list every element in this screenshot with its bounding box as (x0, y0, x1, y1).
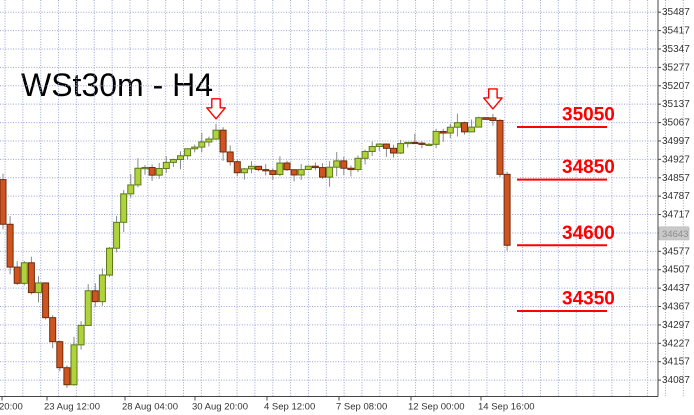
svg-text:28 Aug 04:00: 28 Aug 04:00 (122, 402, 178, 413)
svg-text:35207: 35207 (662, 81, 690, 92)
svg-text:34437: 34437 (662, 283, 690, 294)
svg-text:34227: 34227 (662, 338, 690, 349)
svg-text:34927: 34927 (662, 154, 690, 165)
svg-text:35050: 35050 (562, 105, 615, 126)
svg-text:30 Aug 20:00: 30 Aug 20:00 (192, 402, 248, 413)
svg-text:34717: 34717 (662, 210, 690, 221)
svg-text:34507: 34507 (662, 265, 690, 276)
svg-text:12 Sep 00:00: 12 Sep 00:00 (408, 402, 465, 413)
svg-text:14 Sep 16:00: 14 Sep 16:00 (478, 402, 535, 413)
svg-text:34087: 34087 (662, 375, 690, 386)
svg-text:34297: 34297 (662, 320, 690, 331)
svg-text:34857: 34857 (662, 173, 690, 184)
svg-text:34787: 34787 (662, 191, 690, 202)
svg-text:34350: 34350 (562, 288, 615, 309)
svg-text:34850: 34850 (562, 157, 615, 178)
svg-text:35067: 35067 (662, 118, 690, 129)
svg-text:34600: 34600 (562, 223, 615, 244)
svg-text:4 Sep 12:00: 4 Sep 12:00 (264, 402, 315, 413)
svg-text:35277: 35277 (662, 62, 690, 73)
svg-text:20:00: 20:00 (0, 402, 23, 413)
svg-text:35347: 35347 (662, 44, 690, 55)
svg-text:35417: 35417 (662, 26, 690, 37)
svg-text:34157: 34157 (662, 357, 690, 368)
svg-text:34577: 34577 (662, 246, 690, 257)
svg-text:34643: 34643 (662, 229, 688, 240)
svg-text:7 Sep 08:00: 7 Sep 08:00 (336, 402, 387, 413)
svg-text:35137: 35137 (662, 99, 690, 110)
svg-text:34367: 34367 (662, 302, 690, 313)
svg-text:23 Aug 12:00: 23 Aug 12:00 (44, 402, 100, 413)
svg-text:34997: 34997 (662, 136, 690, 147)
svg-text:35487: 35487 (662, 7, 690, 18)
